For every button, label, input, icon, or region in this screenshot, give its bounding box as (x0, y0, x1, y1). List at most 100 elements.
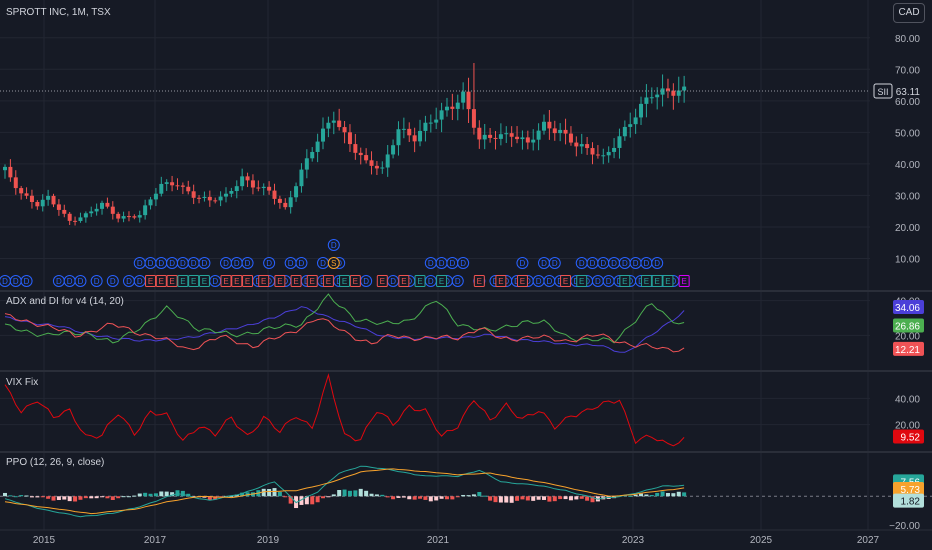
candle-body (234, 186, 239, 192)
event-letter: D (202, 259, 208, 268)
candle-body (380, 167, 385, 169)
event-letter: S (331, 259, 336, 268)
candle-body (477, 127, 482, 140)
candle-body (558, 129, 563, 134)
vix-value-tag-bg (893, 429, 924, 444)
ppo-histogram-bar (89, 496, 94, 499)
candle-body (116, 213, 121, 219)
ppo-histogram-bar (347, 490, 352, 497)
symbol-tag: SII (877, 87, 888, 97)
candle-body (218, 196, 223, 201)
ppo-value-tag-bg (893, 482, 924, 497)
candle-body (288, 197, 293, 208)
ppo-histogram-bar (8, 495, 13, 497)
event-letter: D (622, 259, 628, 268)
event-letter: D (600, 259, 606, 268)
candle-body (164, 182, 169, 184)
event-letter: D (439, 259, 445, 268)
event-box (290, 275, 302, 287)
currency-button[interactable]: CAD (893, 3, 925, 23)
time-tick: 2025 (750, 535, 773, 546)
ppo-histogram-bar (407, 496, 412, 500)
candle-body (326, 122, 331, 129)
candle-body (29, 195, 34, 202)
ppo-histogram-bar (121, 496, 126, 498)
event-letter: E (498, 277, 503, 286)
event-box (651, 275, 663, 287)
ppo-histogram-bar (477, 491, 482, 497)
candle-body (428, 122, 433, 124)
price-tick: 70.00 (895, 65, 920, 76)
event-letter: D (363, 277, 369, 286)
ppo-histogram-bar (628, 495, 633, 497)
event-letter: E (234, 277, 239, 286)
adx-value-tag-bg (893, 341, 924, 356)
event-circle (548, 257, 561, 269)
event-letter: D (299, 259, 305, 268)
ppo-histogram-bar (671, 493, 676, 497)
ppo-histogram-bar (665, 492, 670, 497)
time-axis: 2015 2017 2019 2021 2023 2025 2027 (33, 535, 880, 546)
event-circle (451, 275, 464, 287)
event-letter: D (56, 277, 62, 286)
candle-body (110, 206, 115, 214)
candle-body (143, 205, 148, 216)
price-axis: 80.00 70.00 60.00 50.00 40.00 30.00 20.00 10.00… (889, 34, 920, 532)
event-letter: D (223, 259, 229, 268)
event-letter: E (180, 277, 185, 286)
ppo-histogram-bar (35, 496, 40, 498)
ppo-signal-line (4, 468, 685, 515)
vix-value-tag: 9.52 (901, 432, 921, 443)
ppo-histogram-bar (369, 493, 374, 497)
adx-value-tag: 34.06 (895, 303, 920, 314)
ppo-histogram-bar (558, 496, 563, 500)
time-tick: 2017 (144, 535, 167, 546)
event-letter: E (169, 277, 174, 286)
ppo-histogram-bar (186, 493, 191, 497)
ppo-histogram-bar (110, 496, 115, 501)
event-letter: D (2, 277, 8, 286)
vix-tick: 40.00 (895, 394, 920, 405)
event-letter: E (439, 277, 444, 286)
ppo-histogram-bar (29, 496, 34, 498)
event-markers: D D D D D D D D D D D D D D D D D D DD D D D D D D D D D D D D D D D D D D D D… (0, 239, 690, 287)
event-letter: D (644, 259, 650, 268)
ppo-histogram-bar (62, 496, 67, 500)
event-box (414, 275, 426, 287)
ppo-histogram-bar (574, 496, 579, 500)
ppo-histogram-bar (67, 496, 72, 502)
di-minus-line (4, 313, 685, 353)
event-letter: E (563, 277, 568, 286)
ppo-histogram-bar (401, 496, 406, 498)
event-letter: D (460, 259, 466, 268)
event-letter: D (24, 277, 30, 286)
candle-body (83, 213, 88, 218)
event-box (398, 275, 410, 287)
event-letter: E (261, 277, 266, 286)
ppo-histogram-bar (321, 496, 326, 499)
event-box (274, 275, 286, 287)
ppo-histogram-bar (509, 496, 514, 503)
event-circle (198, 257, 211, 269)
ppo-histogram-bar (310, 496, 315, 505)
candle-body (525, 137, 530, 143)
event-letter: D (158, 259, 164, 268)
candle-body (574, 142, 579, 147)
event-letter: E (326, 277, 331, 286)
time-tick: 2023 (622, 535, 645, 546)
ppo-histogram-bar (504, 496, 509, 503)
candle-body (364, 155, 369, 161)
candle-body (105, 202, 110, 207)
candle-body (170, 182, 175, 186)
price-tick: 80.00 (895, 34, 920, 45)
event-box (495, 275, 507, 287)
candle-body (337, 120, 342, 128)
event-letter: E (417, 277, 422, 286)
vix-fix-line (4, 373, 685, 447)
price-tick: 20.00 (895, 223, 920, 234)
candle-body (321, 128, 326, 142)
event-box (188, 275, 200, 287)
event-circle (327, 257, 340, 269)
candle-body (100, 202, 105, 209)
